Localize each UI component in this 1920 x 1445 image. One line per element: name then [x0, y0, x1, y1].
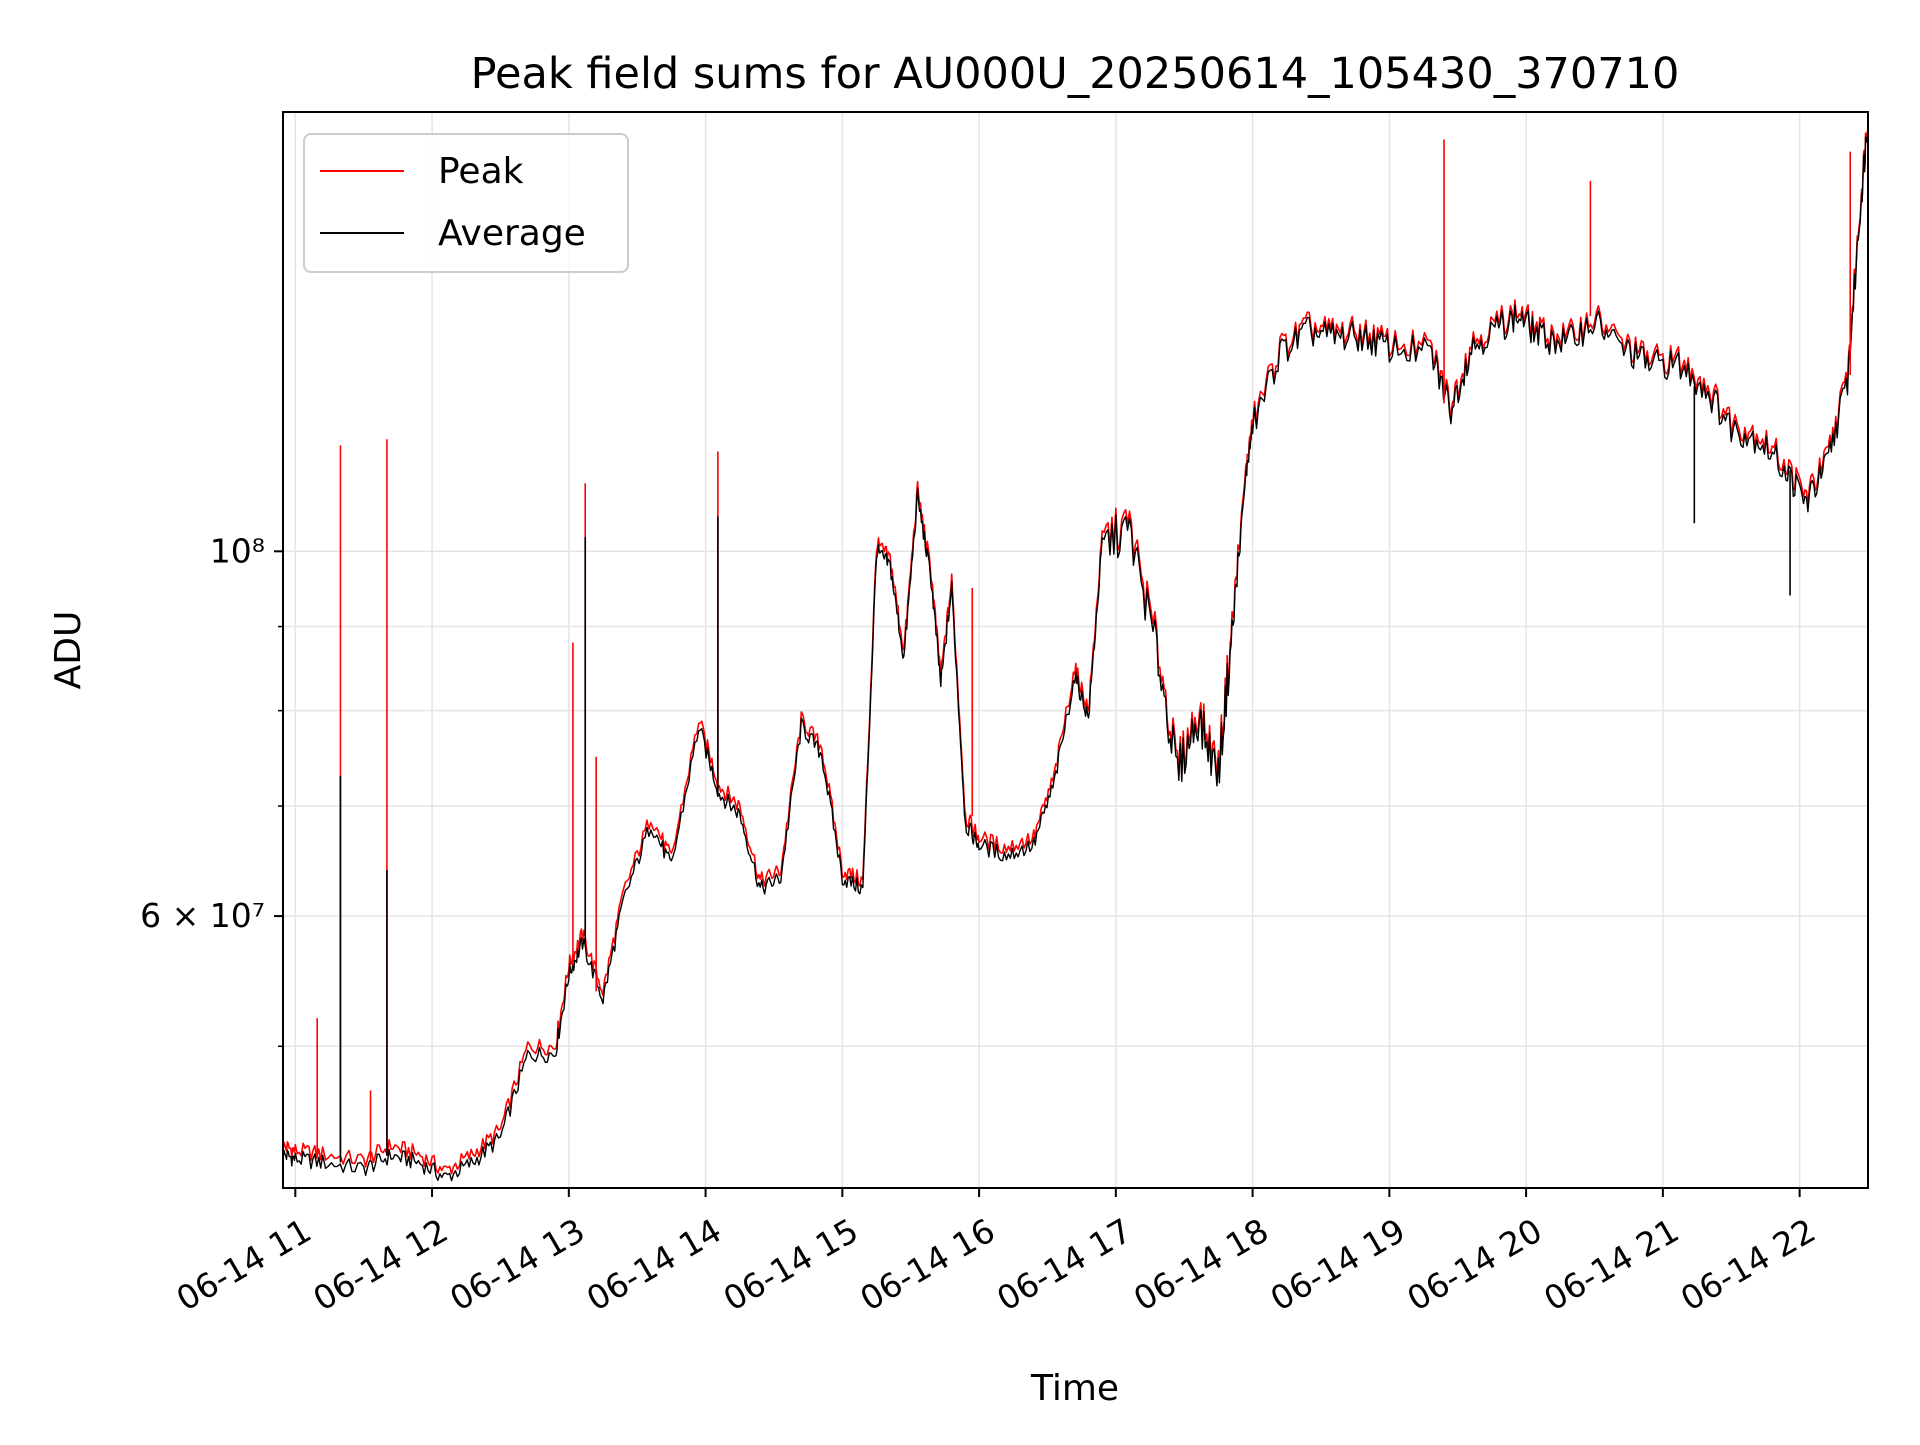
- series-line-peak: [282, 127, 1869, 1175]
- y-tick-label: 10⁸: [210, 531, 265, 570]
- legend-label-peak: Peak: [438, 151, 524, 192]
- series-line-average: [282, 131, 1869, 1182]
- y-axis-label: ADU: [48, 611, 89, 690]
- plot-frame: [282, 111, 1869, 1189]
- legend-box: [303, 133, 629, 273]
- series-layer: [282, 127, 1869, 1182]
- legend: Peak Average: [303, 133, 629, 273]
- x-axis-label: Time: [1030, 1368, 1119, 1409]
- chart-title: Peak field sums for AU000U_20250614_1054…: [471, 49, 1680, 99]
- legend-label-average: Average: [438, 213, 586, 254]
- grid: [283, 112, 1868, 1188]
- y-tick-label: 6 × 10⁷: [140, 896, 265, 935]
